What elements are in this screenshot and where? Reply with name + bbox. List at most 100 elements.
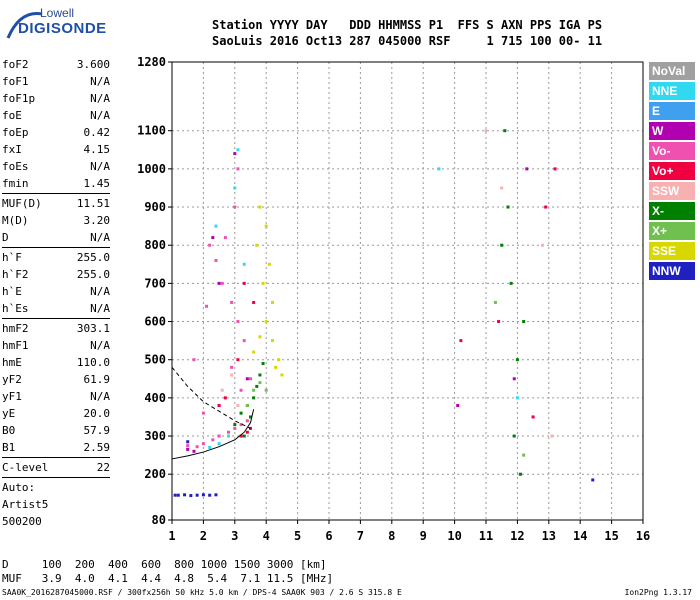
- legend-item-vo: Vo-: [649, 142, 695, 160]
- data-point: [252, 300, 256, 304]
- profile-line: [171, 367, 251, 429]
- param-key: h`F2: [2, 268, 29, 281]
- legend-item-noval: NoVal: [649, 62, 695, 80]
- header-labels: Station YYYY DAY DDD HHMMSS P1 FFS S AXN…: [212, 18, 610, 32]
- y-tick-label: 1280: [137, 55, 166, 69]
- data-point: [264, 224, 268, 228]
- param-value: 0.42: [83, 126, 111, 139]
- param-value: N/A: [90, 160, 110, 173]
- x-tick-label: 8: [388, 529, 395, 543]
- x-tick-label: 14: [573, 529, 587, 543]
- data-point: [223, 236, 227, 240]
- data-point: [233, 423, 237, 427]
- header-values: SaoLuis 2016 Oct13 287 045000 RSF 1 715 …: [212, 34, 610, 48]
- data-point: [258, 373, 262, 377]
- data-point: [270, 339, 274, 343]
- param-value: 303.1: [76, 322, 110, 335]
- data-point: [245, 377, 249, 381]
- data-point: [239, 434, 243, 438]
- x-tick-label: 2: [200, 529, 207, 543]
- param-value: N/A: [90, 390, 110, 403]
- param-row: foE N/A: [2, 107, 110, 124]
- param-row: fxI 4.15: [2, 141, 110, 158]
- x-tick-label: 7: [357, 529, 364, 543]
- logo-arc-icon: [6, 12, 43, 39]
- data-point: [236, 358, 240, 362]
- param-value: N/A: [90, 285, 110, 298]
- param-key: foF1: [2, 75, 29, 88]
- param-row: Artist5: [2, 496, 110, 513]
- param-row: foF2 3.600: [2, 56, 110, 73]
- param-row: yF2 61.9: [2, 371, 110, 388]
- param-row: M(D) 3.20: [2, 212, 110, 229]
- legend-item-nnw: NNW: [649, 262, 695, 280]
- data-point: [211, 236, 215, 240]
- param-key: B0: [2, 424, 16, 437]
- digisonde-logo: Lowell DIGISONDE: [4, 6, 106, 42]
- data-point: [531, 415, 535, 419]
- data-point: [252, 388, 256, 392]
- data-point: [214, 224, 218, 228]
- data-point: [217, 434, 221, 438]
- legend-item-e: E: [649, 102, 695, 120]
- data-point: [249, 415, 252, 419]
- param-row: h`F 255.0: [2, 249, 110, 266]
- data-point: [230, 373, 234, 377]
- data-point: [239, 388, 243, 392]
- data-point: [233, 205, 237, 209]
- x-tick-label: 10: [447, 529, 461, 543]
- data-point: [242, 262, 246, 266]
- data-point: [214, 493, 218, 497]
- param-value: 3.20: [83, 214, 111, 227]
- data-point: [258, 381, 262, 385]
- data-point: [245, 404, 249, 407]
- param-row: 500200: [2, 513, 110, 530]
- legend-item-vo: Vo+: [649, 162, 695, 180]
- data-point: [261, 362, 265, 366]
- data-point: [189, 494, 193, 498]
- legend-item-x: X+: [649, 222, 695, 240]
- data-point: [230, 365, 234, 369]
- data-point: [553, 167, 557, 171]
- data-point: [230, 300, 234, 304]
- data-point: [459, 339, 463, 343]
- y-tick-label: 600: [144, 315, 166, 329]
- param-key: D: [2, 231, 9, 244]
- param-key: M(D): [2, 214, 29, 227]
- data-point: [274, 365, 278, 369]
- data-point: [255, 243, 259, 247]
- data-point: [258, 205, 262, 209]
- param-key: yE: [2, 407, 16, 420]
- param-key: yF2: [2, 373, 22, 386]
- param-key: hmF1: [2, 339, 29, 352]
- y-tick-label: 800: [144, 238, 166, 252]
- data-point: [519, 472, 523, 476]
- x-tick-label: 12: [510, 529, 524, 543]
- param-value: N/A: [90, 339, 110, 352]
- param-row: foEs N/A: [2, 158, 110, 175]
- param-key: h`Es: [2, 302, 29, 315]
- param-key: Artist5: [2, 498, 49, 511]
- param-value: 3.600: [76, 58, 110, 71]
- data-point: [192, 358, 196, 362]
- param-row: yE 20.0: [2, 405, 110, 422]
- data-point: [280, 373, 284, 377]
- data-point: [217, 442, 221, 446]
- muf-row: MUF 3.9 4.0 4.1 4.4 4.8 5.4 7.1 11.5 [MH…: [2, 572, 334, 585]
- data-point: [205, 304, 209, 308]
- data-point: [208, 445, 212, 449]
- param-separator: [2, 457, 110, 458]
- x-tick-label: 1: [168, 529, 175, 543]
- data-point: [186, 440, 190, 444]
- param-value: 110.0: [76, 356, 110, 369]
- x-tick-label: 4: [263, 529, 270, 543]
- data-point: [515, 358, 519, 362]
- data-point: [176, 493, 180, 497]
- data-point: [550, 434, 554, 438]
- param-value: 2.59: [83, 441, 111, 454]
- footer-info: SAA0K_2016287045000.RSF / 300fx256h 50 k…: [2, 588, 402, 597]
- plot-frame: [171, 61, 644, 521]
- param-key: yF1: [2, 390, 22, 403]
- data-point: [261, 281, 265, 285]
- param-key: h`F: [2, 251, 22, 264]
